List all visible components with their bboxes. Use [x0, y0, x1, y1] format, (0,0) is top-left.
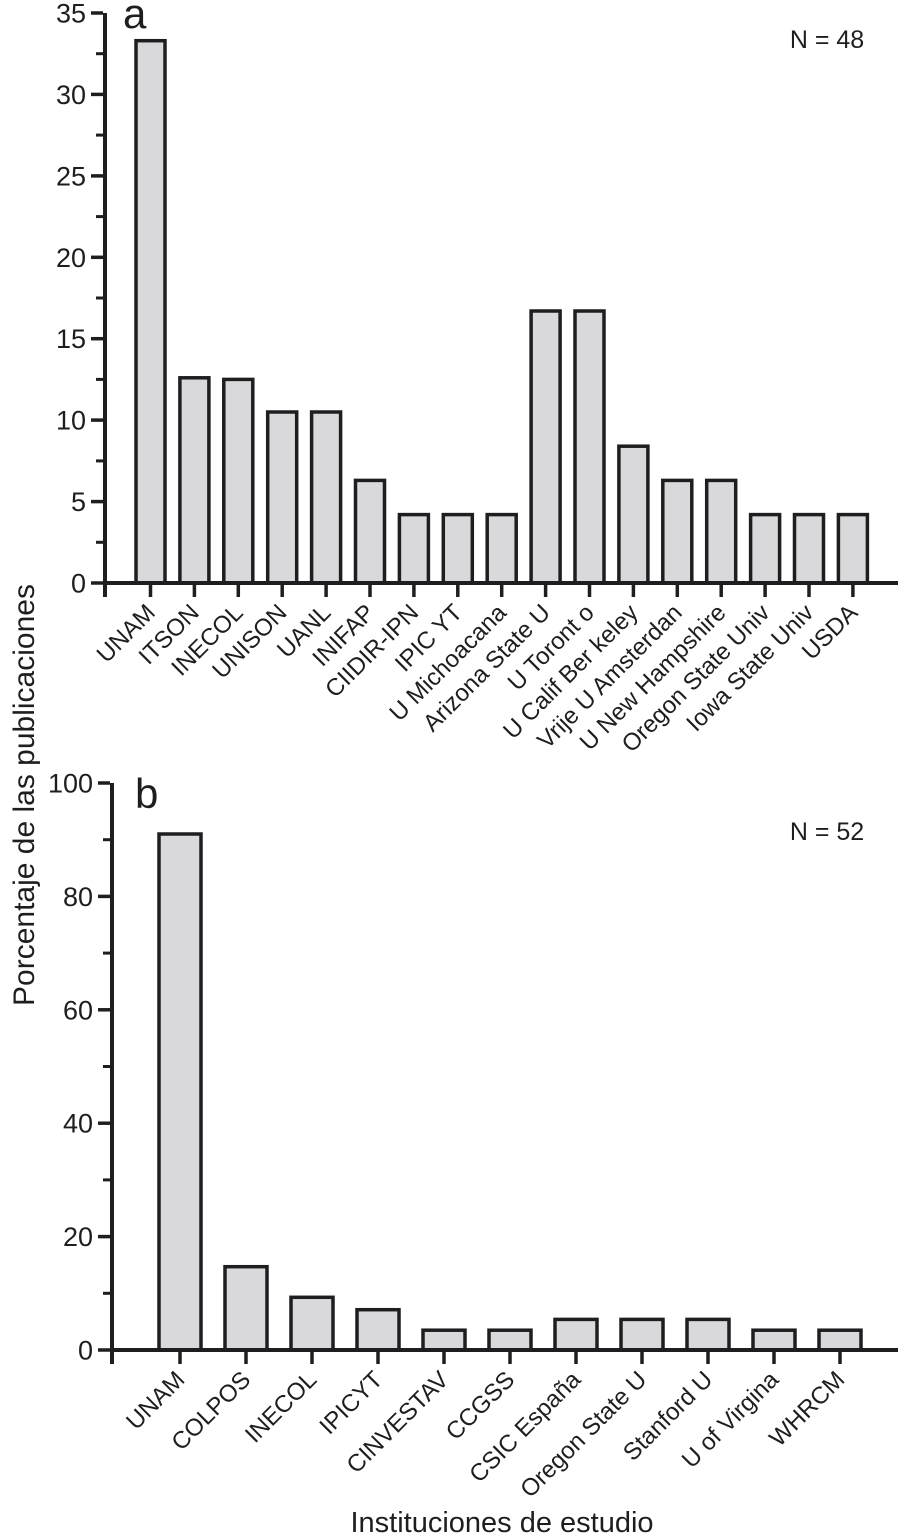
bar-stanford-u	[685, 1317, 731, 1352]
bar-arizona-state-u	[529, 309, 562, 585]
y-tick-label: 30	[56, 80, 86, 110]
bar-uanl	[309, 410, 343, 585]
panel-b	[157, 832, 863, 1352]
y-tick-label: 0	[71, 569, 86, 599]
axes-spines-b	[110, 783, 898, 1352]
bar-u-toront-o	[573, 309, 606, 585]
y-tick-label: 80	[63, 882, 93, 912]
bar-u-of-virgina	[751, 1328, 797, 1352]
bar-oregon-state-u	[619, 1317, 665, 1352]
bar-u-new-hampshire	[704, 478, 738, 585]
y-tick-label: 100	[48, 769, 93, 799]
bar-oregon-state-univ	[748, 512, 782, 585]
bar-u-calif-ber-keley	[617, 444, 650, 585]
bar-iowa-state-univ	[792, 512, 826, 585]
bar-ipic-yt	[441, 512, 475, 585]
panel-a	[134, 38, 870, 585]
bar-vrije-u-amsterdan	[661, 478, 694, 585]
y-tick-label: 15	[56, 324, 86, 354]
y-tick-label: 40	[63, 1109, 93, 1139]
sample-size-annotation-a: N = 48	[790, 26, 864, 54]
bar-unam	[134, 38, 167, 585]
bar-whrcm	[817, 1328, 863, 1352]
axes-spines-a	[103, 13, 898, 585]
y-tick-label: 5	[71, 487, 86, 517]
bar-unam	[157, 832, 203, 1352]
panel-letter-b: b	[135, 770, 158, 817]
bar-ciidir-ipn	[397, 512, 431, 585]
bar-inecol	[222, 377, 255, 585]
bar-ccgss	[487, 1328, 533, 1352]
panel-letter-a: a	[123, 0, 147, 37]
category-label-inecol: INECOL	[240, 1366, 322, 1448]
y-tick-label: 0	[78, 1336, 93, 1366]
y-tick-label: 35	[56, 0, 86, 29]
bar-usda	[836, 512, 870, 585]
bar-itson	[178, 376, 211, 585]
y-tick-label: 60	[63, 995, 93, 1025]
sample-size-annotation-b: N = 52	[790, 818, 864, 846]
y-tick-label: 20	[63, 1222, 93, 1252]
bar-colpos	[223, 1264, 269, 1352]
y-axis-title: Porcentaje de las publicaciones	[8, 584, 41, 1006]
bar-inifap	[353, 478, 387, 585]
y-tick-label: 10	[56, 406, 86, 436]
x-axis-title: Instituciones de estudio	[350, 1507, 653, 1539]
bar-u-michoacana	[485, 512, 518, 585]
bar-cinvestav	[421, 1328, 467, 1352]
bar-csic-espa-a	[553, 1317, 599, 1352]
y-tick-label: 20	[56, 243, 86, 273]
bar-inecol	[289, 1295, 335, 1352]
bar-ipicyt	[355, 1307, 401, 1352]
bar-unison	[265, 410, 299, 585]
y-tick-label: 25	[56, 161, 86, 191]
